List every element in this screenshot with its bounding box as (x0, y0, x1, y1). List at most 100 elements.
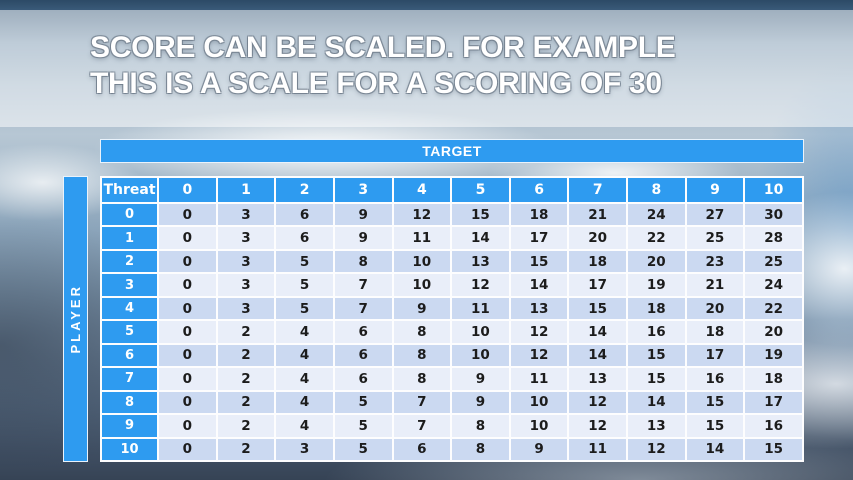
score-cell: 19 (626, 272, 687, 298)
score-cell: 0 (157, 225, 218, 251)
score-cell: 0 (157, 389, 218, 416)
score-cell: 7 (391, 389, 453, 416)
score-cell: 10 (391, 248, 453, 275)
score-cell: 7 (332, 272, 394, 298)
score-cell: 7 (391, 413, 453, 439)
score-cell: 6 (332, 342, 394, 369)
score-cell: 10 (508, 389, 570, 416)
score-cell: 20 (743, 319, 804, 345)
title-band: SCORE CAN BE SCALED. FOR EXAMPLE THIS IS… (0, 10, 853, 127)
score-cell: 25 (743, 248, 804, 275)
score-cell: 11 (508, 366, 570, 392)
score-cell: 15 (567, 295, 628, 322)
score-cell: 21 (567, 201, 628, 228)
score-cell: 21 (684, 272, 746, 298)
score-cell: 6 (332, 319, 394, 345)
score-cell: 0 (157, 413, 218, 439)
row-header: 10 (100, 436, 159, 463)
score-cell: 12 (391, 201, 453, 228)
score-cell: 30 (743, 201, 804, 228)
score-cell: 11 (450, 295, 511, 322)
score-cell: 7 (332, 295, 394, 322)
score-cell: 12 (567, 413, 628, 439)
score-cell: 10 (508, 413, 570, 439)
score-table-head-row: Threat 0 1 2 3 4 5 6 7 8 9 10 (100, 176, 804, 204)
title-line-1: SCORE CAN BE SCALED. FOR EXAMPLE (90, 31, 676, 64)
score-cell: 9 (332, 225, 394, 251)
column-header: 10 (743, 176, 804, 204)
score-cell: 16 (743, 413, 804, 439)
score-cell: 20 (684, 295, 746, 322)
score-cell: 22 (626, 225, 687, 251)
score-cell: 12 (567, 389, 628, 416)
slide-title: SCORE CAN BE SCALED. FOR EXAMPLE THIS IS… (90, 30, 810, 102)
score-cell: 15 (508, 248, 570, 275)
score-cell: 10 (391, 272, 453, 298)
table-row: 9 0 2 4 5 7 8 10 12 13 15 16 (100, 413, 804, 439)
score-cell: 25 (684, 225, 746, 251)
score-cell: 0 (157, 201, 218, 228)
score-cell: 8 (391, 366, 453, 392)
table-row: 4 0 3 5 7 9 11 13 15 18 20 22 (100, 295, 804, 322)
table-row: 10 0 2 3 5 6 8 9 11 12 14 15 (100, 436, 804, 463)
score-cell: 9 (450, 389, 511, 416)
score-cell: 20 (626, 248, 687, 275)
score-cell: 14 (684, 436, 746, 463)
row-header: 5 (100, 319, 159, 345)
corner-cell: Threat (100, 176, 159, 204)
score-cell: 14 (508, 272, 570, 298)
score-cell: 0 (157, 436, 218, 463)
score-cell: 17 (508, 225, 570, 251)
table-row: 0 0 3 6 9 12 15 18 21 24 27 30 (100, 201, 804, 228)
row-header: 1 (100, 225, 159, 251)
score-cell: 8 (391, 319, 453, 345)
player-header: PLAYER (63, 176, 88, 462)
score-cell: 2 (215, 413, 277, 439)
row-header: 4 (100, 295, 159, 322)
column-header: 5 (450, 176, 511, 204)
score-cell: 5 (274, 272, 335, 298)
score-cell: 0 (157, 366, 218, 392)
score-table-body: 0 0 3 6 9 12 15 18 21 24 27 30 1 0 3 6 9 11 14 17 20 22 25 28 2 0… (100, 201, 804, 463)
score-cell: 6 (391, 436, 453, 463)
score-cell: 6 (274, 201, 335, 228)
score-cell: 17 (684, 342, 746, 369)
score-cell: 13 (626, 413, 687, 439)
row-header: 3 (100, 272, 159, 298)
table-row: 3 0 3 5 7 10 12 14 17 19 21 24 (100, 272, 804, 298)
title-line-2: THIS IS A SCALE FOR A SCORING OF 30 (90, 67, 662, 100)
score-cell: 18 (626, 295, 687, 322)
score-cell: 4 (274, 319, 335, 345)
score-cell: 5 (274, 295, 335, 322)
score-cell: 23 (684, 248, 746, 275)
score-cell: 14 (567, 342, 628, 369)
score-cell: 18 (684, 319, 746, 345)
score-cell: 0 (157, 248, 218, 275)
table-row: 8 0 2 4 5 7 9 10 12 14 15 17 (100, 389, 804, 416)
score-cell: 15 (684, 413, 746, 439)
score-cell: 14 (567, 319, 628, 345)
score-cell: 28 (743, 225, 804, 251)
score-cell: 2 (215, 389, 277, 416)
score-cell: 11 (567, 436, 628, 463)
row-header: 7 (100, 366, 159, 392)
score-cell: 4 (274, 413, 335, 439)
score-cell: 3 (215, 201, 277, 228)
score-cell: 15 (626, 366, 687, 392)
score-table: Threat 0 1 2 3 4 5 6 7 8 9 10 0 0 3 6 9 12 15 18 21 24 27 30 1… (100, 176, 804, 463)
table-row: 5 0 2 4 6 8 10 12 14 16 18 20 (100, 319, 804, 345)
score-cell: 5 (332, 389, 394, 416)
row-header: 6 (100, 342, 159, 369)
column-header: 7 (567, 176, 628, 204)
score-cell: 2 (215, 319, 277, 345)
column-header: 4 (391, 176, 453, 204)
score-cell: 0 (157, 272, 218, 298)
target-header: TARGET (100, 139, 804, 163)
column-header: 0 (157, 176, 218, 204)
score-cell: 8 (450, 413, 511, 439)
column-header: 2 (274, 176, 335, 204)
score-cell: 18 (567, 248, 628, 275)
score-cell: 12 (626, 436, 687, 463)
score-cell: 12 (508, 319, 570, 345)
table-row: 6 0 2 4 6 8 10 12 14 15 17 19 (100, 342, 804, 369)
